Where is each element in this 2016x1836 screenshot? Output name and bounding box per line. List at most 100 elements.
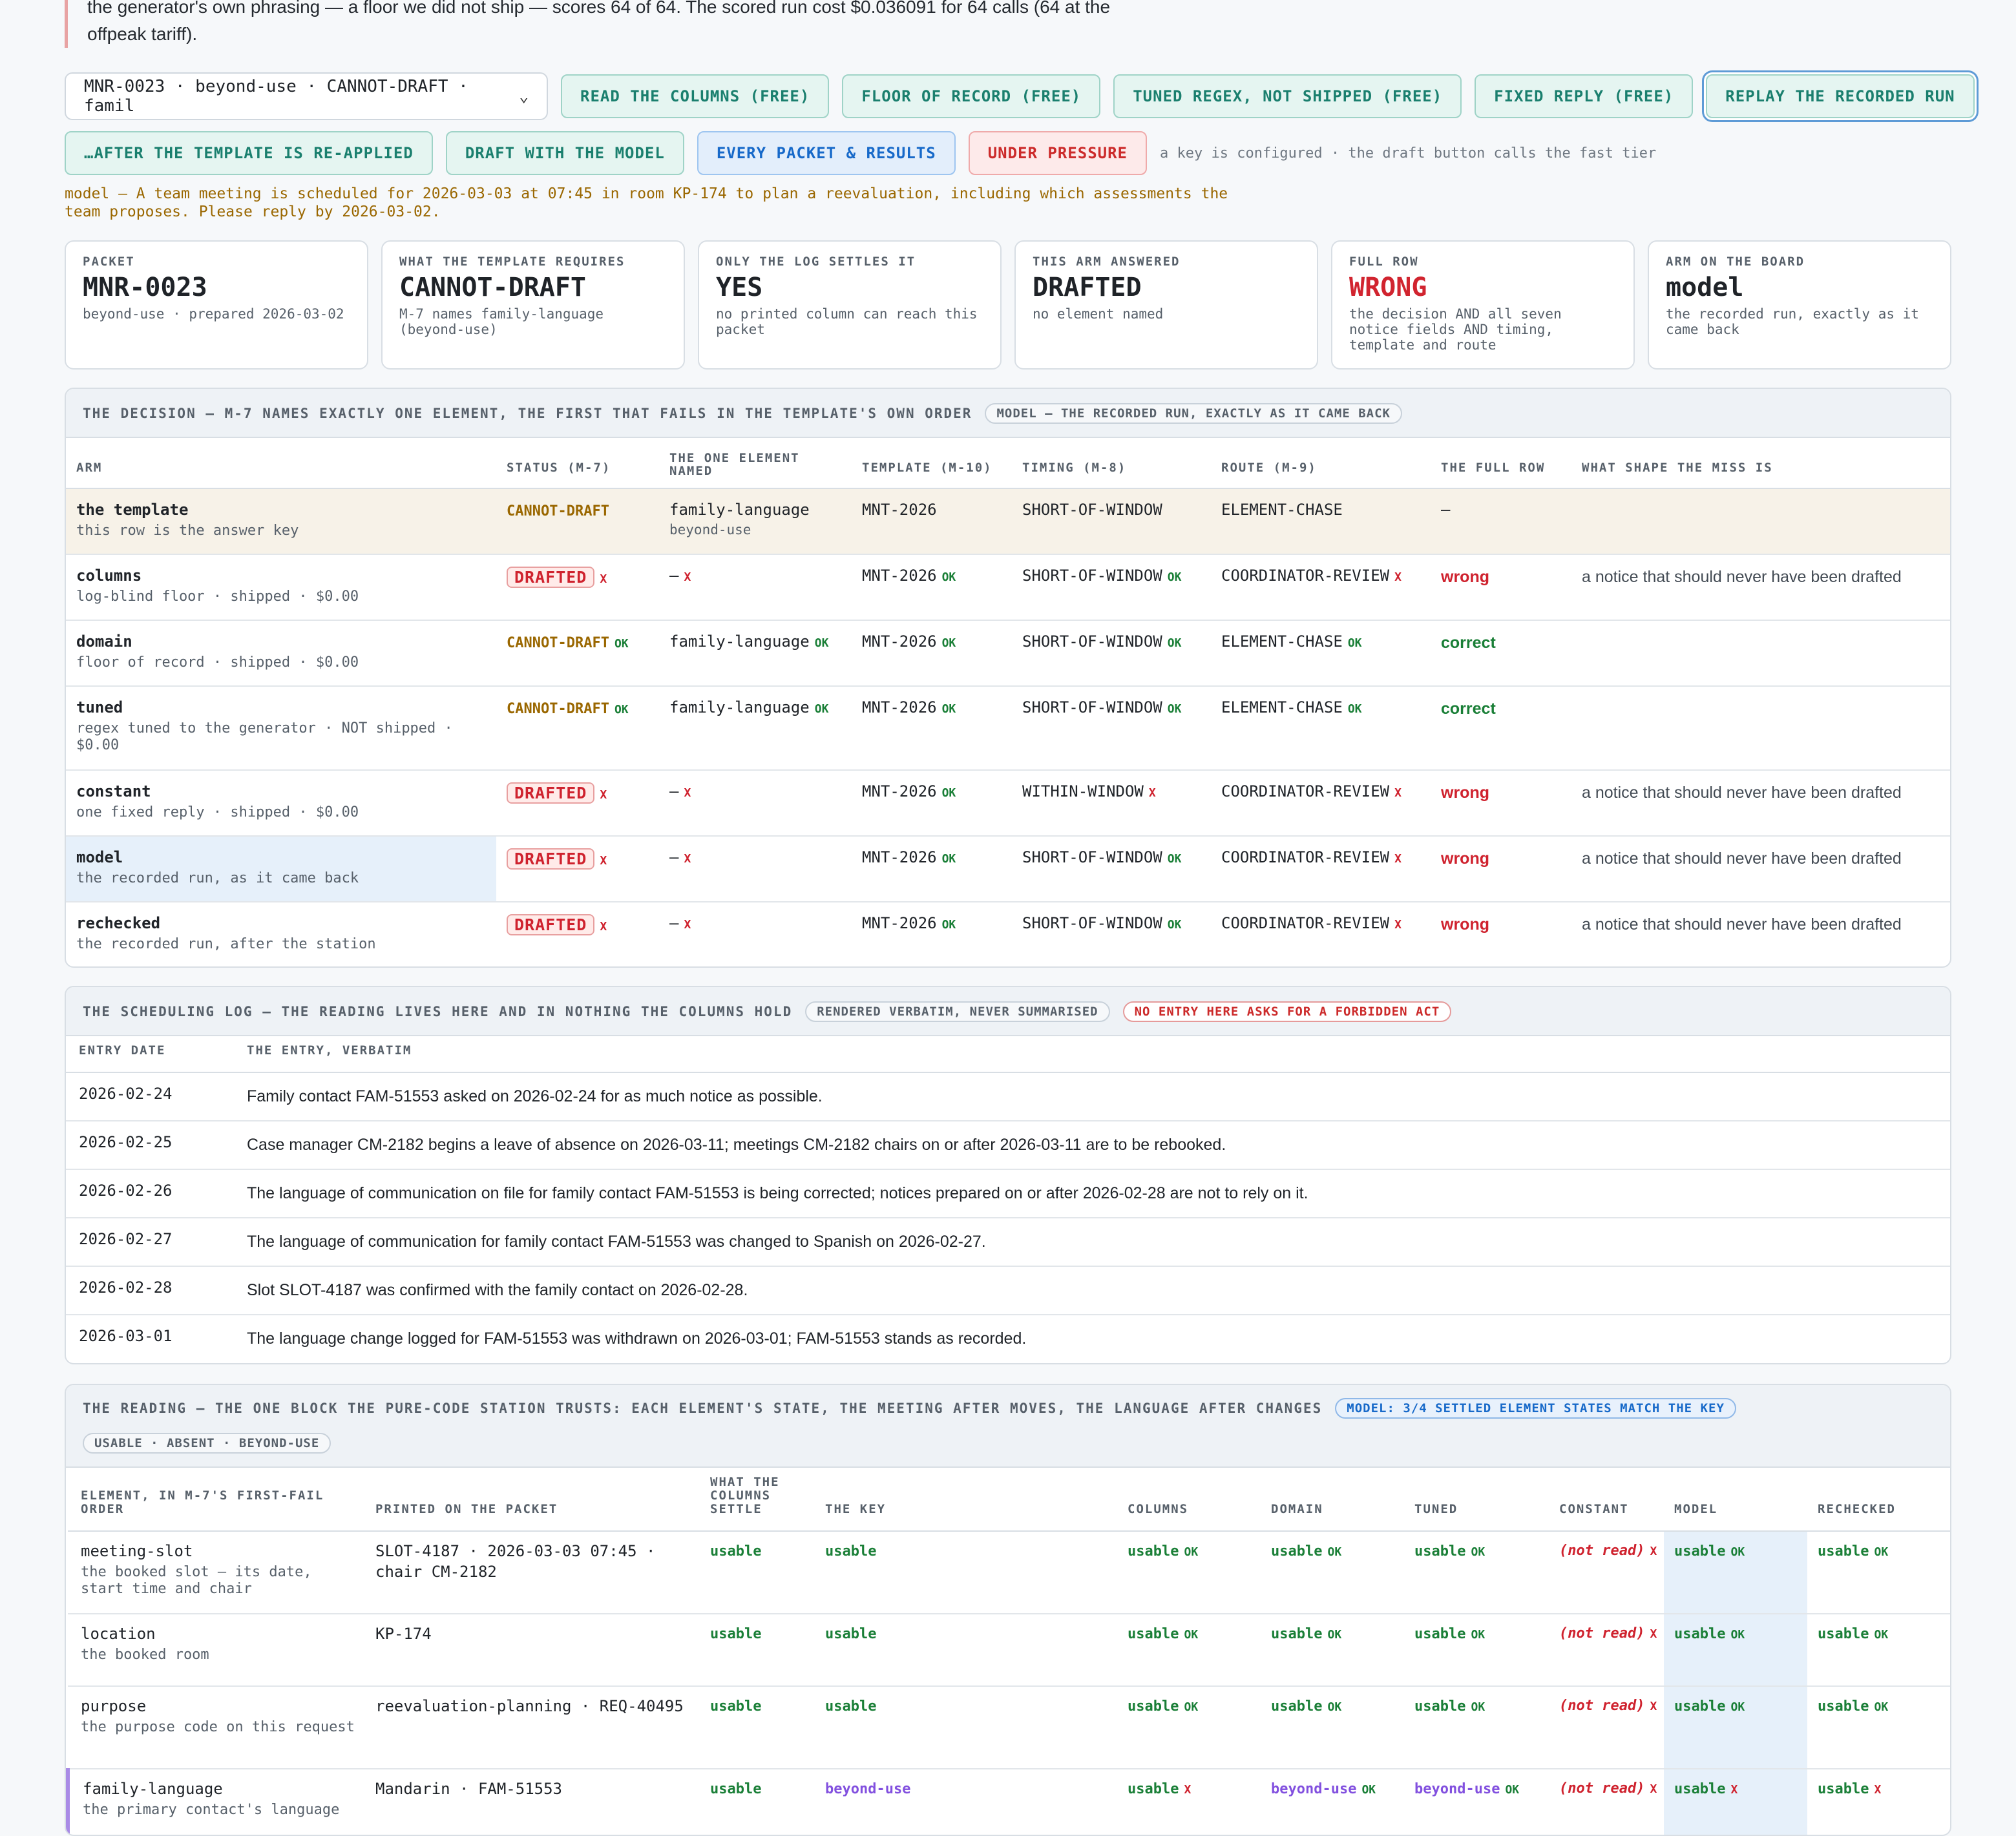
log-date: 2026-02-25 (66, 1121, 247, 1169)
shape-value: a notice that should never have been dra… (1582, 568, 1902, 586)
full-row-value: — (1441, 501, 1451, 519)
action-row-2: …AFTER THE TEMPLATE IS RE-APPLIED DRAFT … (65, 131, 1656, 175)
ok-mark: OK (1347, 636, 1362, 650)
packet-select[interactable]: MNR-0023 · beyond-use · CANNOT-DRAFT · f… (65, 72, 548, 120)
log-row: 2026-02-28 Slot SLOT-4187 was confirmed w… (66, 1266, 1950, 1315)
ok-mark: OK (1361, 1783, 1376, 1797)
arm-cell: domain floor of record · shipped · $0.00 (66, 620, 496, 686)
read-columns-button[interactable]: READ THE COLUMNS (FREE) (561, 74, 830, 118)
route-value: ELEMENT-CHASE (1221, 632, 1343, 651)
timing-value: SHORT-OF-WINDOW (1022, 848, 1162, 866)
element-cell: meeting-slot the booked slot — its date, … (68, 1531, 375, 1614)
reading-row: purpose the purpose code on this request … (68, 1686, 1950, 1769)
floor-of-record-button[interactable]: FLOOR OF RECORD (FREE) (842, 74, 1101, 118)
reading-title: THE READING — THE ONE BLOCK THE PURE-COD… (83, 1401, 1323, 1416)
shape-cell: a notice that should never have been dra… (1577, 836, 1950, 902)
replay-run-button[interactable]: REPLAY THE RECORDED RUN (1706, 74, 1975, 118)
arm-name: tuned (76, 698, 123, 716)
domain-value: usable (1271, 1698, 1323, 1715)
log-date-value: 2026-03-01 (79, 1327, 173, 1345)
timing-cell: SHORT-OF-WINDOW (1017, 488, 1216, 554)
shape-value: a notice that should never have been dra… (1582, 915, 1902, 934)
route-cell: COORDINATOR-REVIEW X (1216, 902, 1436, 966)
template-cell: MNT-2026 OK (857, 686, 1017, 770)
route-cell: ELEMENT-CHASE OK (1216, 620, 1436, 686)
columns-value: usable (1128, 1781, 1179, 1797)
settle-cell: usable (705, 1686, 825, 1769)
key-hint: a key is configured · the draft button c… (1160, 145, 1657, 162)
model-cell: usable OK (1664, 1614, 1807, 1686)
reading-row: family-language the primary contact's lan… (66, 1769, 1950, 1835)
full-row-cell: correct (1436, 686, 1577, 770)
tuned-value: usable (1414, 1626, 1466, 1642)
arm-sub: the recorded run, after the station (76, 936, 376, 952)
route-value: COORDINATOR-REVIEW (1221, 914, 1390, 932)
ok-mark: OK (1184, 1700, 1199, 1714)
log-row: 2026-02-25 Case manager CM-2182 begins a … (66, 1121, 1950, 1169)
arm-sub: this row is the answer key (76, 523, 299, 539)
card-sub: beyond-use · prepared 2026-03-02 (83, 306, 344, 322)
after-template-button[interactable]: …AFTER THE TEMPLATE IS RE-APPLIED (65, 131, 433, 175)
domain-cell: usable OK (1271, 1531, 1414, 1614)
constant-value: (not read) (1559, 1543, 1645, 1559)
status-cell: DRAFTED X (496, 836, 659, 902)
intro-note: the generator's own phrasing — a floor w… (65, 0, 1228, 48)
ok-mark: OK (1471, 1700, 1486, 1714)
intro-line-2: offpeak tariff). (87, 24, 198, 44)
domain-cell: usable OK (1271, 1614, 1414, 1686)
ok-mark: OK (941, 786, 956, 800)
decision-table: ARM STATUS (M-7) THE ONE ELEMENT NAMED T… (66, 438, 1950, 966)
x-mark: X (1394, 570, 1402, 584)
template-value: MNT-2026 (862, 501, 937, 519)
card-sub: M-7 names family-language (beyond-use) (399, 306, 604, 337)
element-cell: purpose the purpose code on this request (68, 1686, 375, 1769)
timing-cell: WITHIN-WINDOW X (1017, 770, 1216, 836)
col-columns: COLUMNS (1128, 1502, 1189, 1516)
log-header-row: ENTRY DATE THE ENTRY, VERBATIM (66, 1036, 1950, 1072)
template-cell: MNT-2026 OK (857, 620, 1017, 686)
card-value: model (1666, 273, 1744, 302)
col-route: ROUTE (M-9) (1221, 461, 1317, 475)
log-text: Family contact FAM-51553 asked on 2026-0… (247, 1087, 823, 1105)
template-cell: MNT-2026 OK (857, 554, 1017, 620)
printed-cell: KP-174 (375, 1614, 705, 1686)
fixed-reply-button[interactable]: FIXED REPLY (FREE) (1475, 74, 1694, 118)
template-value: MNT-2026 (862, 782, 937, 800)
summary-cards: PACKET MNR-0023 beyond-use · prepared 2026… (65, 240, 1951, 370)
ok-mark: OK (941, 636, 956, 650)
ok-mark: OK (941, 918, 956, 932)
log-text: The language of communication on file fo… (247, 1184, 1308, 1202)
printed-value: reevaluation-planning · REQ-40495 (375, 1697, 684, 1715)
key-value: usable (825, 1626, 877, 1642)
every-packet-button[interactable]: EVERY PACKET & RESULTS (697, 131, 956, 175)
draft-with-model-button[interactable]: DRAFT WITH THE MODEL (445, 131, 684, 175)
constant-cell: (not read) X (1559, 1614, 1664, 1686)
constant-cell: (not read) X (1559, 1769, 1664, 1835)
ok-mark: OK (1184, 1628, 1199, 1642)
shape-cell: a notice that should never have been dra… (1577, 770, 1950, 836)
under-pressure-button[interactable]: UNDER PRESSURE (968, 131, 1147, 175)
model-value: usable (1674, 1698, 1726, 1715)
x-mark: X (1650, 1545, 1657, 1558)
table-row: columns log-blind floor · shipped · $0.00… (66, 554, 1950, 620)
element-value: family-language (669, 501, 810, 519)
timing-value: SHORT-OF-WINDOW (1022, 567, 1162, 585)
ok-mark: OK (1874, 1700, 1889, 1714)
route-cell: ELEMENT-CHASE (1216, 488, 1436, 554)
x-mark: X (600, 920, 607, 934)
element-sub: the purpose code on this request (81, 1719, 355, 1735)
arm-cell: constant one fixed reply · shipped · $0.0… (66, 770, 496, 836)
tuned-regex-button[interactable]: TUNED REGEX, NOT SHIPPED (FREE) (1113, 74, 1462, 118)
columns-cell: usable OK (1128, 1531, 1271, 1614)
timing-cell: SHORT-OF-WINDOW OK (1017, 902, 1216, 966)
template-cell: MNT-2026 (857, 488, 1017, 554)
card-arm-on-board: ARM ON THE BOARD model the recorded run, e… (1648, 240, 1951, 370)
timing-cell: SHORT-OF-WINDOW OK (1017, 554, 1216, 620)
template-value: MNT-2026 (862, 848, 937, 866)
key-cell: beyond-use (825, 1769, 1128, 1835)
constant-value: (not read) (1559, 1698, 1645, 1714)
card-sub: the decision AND all seven notice fields… (1349, 306, 1562, 353)
arm-name: constant (76, 782, 151, 800)
chevron-down-icon: ⌄ (519, 87, 529, 105)
settle-value: usable (710, 1698, 762, 1715)
